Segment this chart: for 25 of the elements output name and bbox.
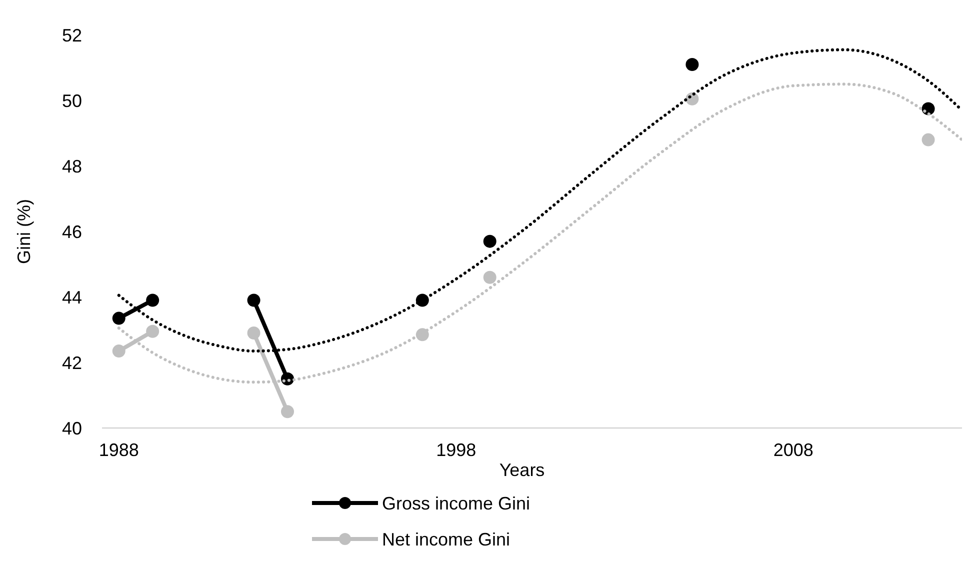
y-tick-label: 42 — [62, 352, 82, 373]
y-tick-label: 46 — [62, 222, 82, 242]
x-tick-label: 1998 — [436, 440, 476, 460]
x-tick-label: 2008 — [773, 440, 814, 460]
point — [483, 270, 496, 284]
point — [112, 312, 126, 325]
point — [922, 133, 935, 146]
point — [247, 326, 260, 340]
point — [146, 294, 160, 307]
legend-label: Net income Gini — [382, 529, 510, 550]
legend-label: Gross income Gini — [382, 493, 530, 514]
y-tick-label: 48 — [62, 156, 82, 176]
x-tick-label: 1988 — [98, 440, 139, 460]
y-tick-label: 50 — [62, 90, 82, 111]
point — [146, 324, 160, 338]
point — [247, 294, 260, 307]
point — [483, 234, 496, 248]
y-tick-label: 40 — [62, 418, 82, 438]
point — [280, 405, 294, 418]
y-tick-label: 44 — [62, 287, 82, 308]
y-axis-title: Gini (%) — [14, 198, 34, 264]
x-axis-title: Years — [499, 460, 545, 480]
point — [112, 344, 126, 358]
point — [686, 58, 699, 71]
y-tick-label: 52 — [62, 25, 82, 46]
